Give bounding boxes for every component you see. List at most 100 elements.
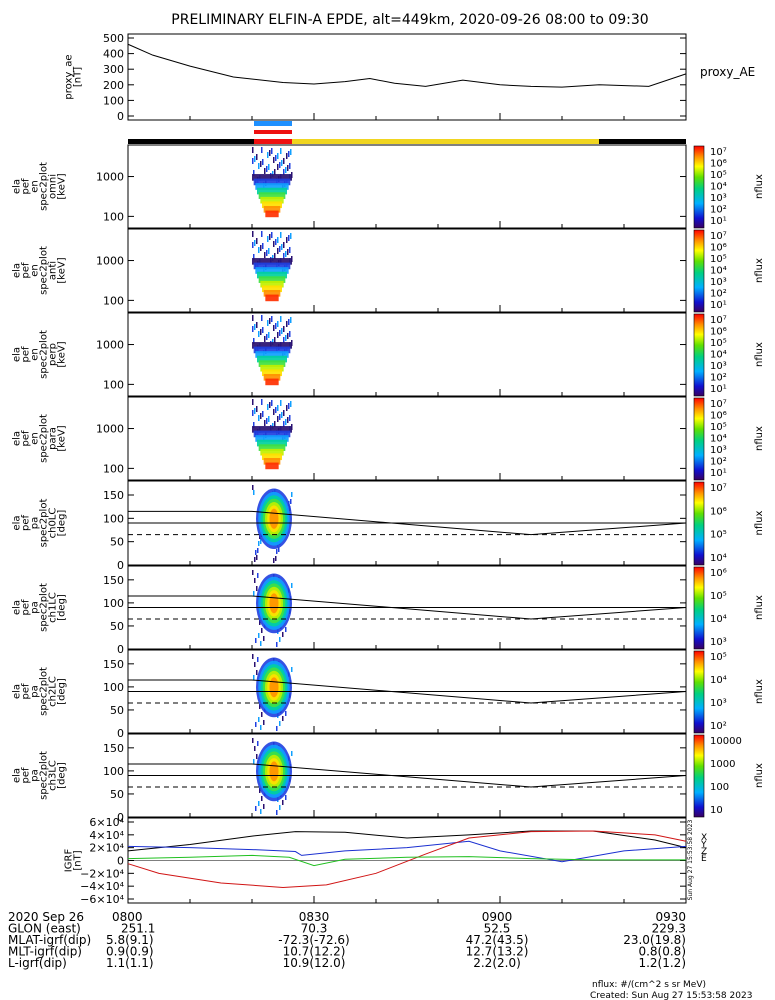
spectrogram-speck — [283, 421, 285, 427]
y-tick-label: 100 — [103, 378, 124, 391]
spectrogram-speck — [255, 806, 257, 811]
ylabel-line: pa — [30, 769, 41, 781]
spectrogram-speck — [276, 549, 278, 554]
spectrogram-band — [258, 192, 286, 199]
legend-Y: Y — [700, 840, 707, 850]
spectrogram-band — [262, 369, 282, 377]
xaxis-row-value: 0.9(0.9) — [106, 945, 154, 959]
spectrogram-speck — [256, 754, 258, 759]
spectrogram-speck — [282, 632, 284, 637]
spectrogram-speck — [252, 654, 254, 659]
y-tick-label: 0 — [117, 559, 124, 572]
y-tick-label: 50 — [110, 620, 124, 633]
ylabel-line: [nT] — [73, 850, 84, 870]
colorbar-tick: 10⁵ — [710, 170, 727, 181]
spectrogram-speck — [271, 400, 273, 406]
spectrogram-speck — [252, 231, 254, 237]
colorbar-tick: 10⁴ — [710, 350, 727, 361]
xaxis-row-value: 52.5 — [484, 922, 511, 936]
spectrogram-speck — [283, 158, 285, 164]
spectrogram-speck — [253, 490, 255, 495]
spectrogram-speck — [261, 315, 263, 321]
colorbar-tick: 10⁶ — [710, 159, 727, 170]
colorbar-label: nflux — [754, 510, 765, 535]
spectrogram-speck — [260, 329, 262, 335]
xaxis-row-value: 70.3 — [301, 922, 328, 936]
spectrogram-speck — [281, 412, 283, 418]
spectrogram-speck — [275, 155, 277, 161]
spectrogram-speck — [254, 324, 256, 330]
spectrogram-speck — [277, 153, 279, 159]
spectrogram-speck — [252, 570, 254, 575]
colorbar-tick: 10¹ — [710, 300, 727, 311]
spectrogram-speck — [271, 316, 273, 322]
y-tick-label: 0 — [117, 110, 124, 123]
spectrogram-speck — [256, 154, 258, 160]
ylabel-line: spec2plot — [39, 414, 50, 463]
spectrogram-band — [252, 426, 292, 433]
spectrogram-band — [257, 355, 287, 363]
spectrogram-speck — [264, 420, 266, 426]
ylabel-line: [keV] — [57, 425, 68, 451]
colorbar — [693, 734, 705, 818]
x-axis-rows: 2020 Sep 26 0800 0830 0900 0930 GLON (east) 25… — [8, 910, 686, 970]
spectrogram-speck — [280, 148, 282, 154]
spectrogram-speck — [255, 550, 257, 555]
spectrogram-band — [255, 435, 289, 442]
spectrogram-speck — [252, 738, 254, 743]
series-igrf-E — [127, 854, 686, 867]
colorbar-tick: 10⁶ — [710, 327, 727, 338]
ylabel-line: spec2plot — [39, 330, 50, 379]
spectrogram-speck — [254, 662, 256, 667]
xaxis-row-value: -72.3(-72.6) — [278, 933, 349, 947]
spectrogram-speck — [260, 413, 262, 419]
spectrogram-speck — [291, 492, 293, 497]
spectrogram-speck — [258, 633, 260, 638]
spectrogram-speck — [256, 670, 258, 675]
spectrogram-speck — [255, 638, 257, 643]
colorbar-tick: 10² — [710, 289, 727, 300]
spectrogram-speck — [252, 410, 254, 416]
spectrogram-core — [269, 593, 279, 614]
colorbar-label: nflux — [754, 595, 765, 620]
spectrogram-speck — [290, 499, 292, 504]
spectrogram-speck — [263, 720, 265, 725]
spectrogram-speck — [283, 253, 285, 259]
colorbar-tick: 10⁴ — [710, 553, 727, 564]
spectrogram-speck — [276, 810, 278, 815]
colorbar-tick: 10³ — [710, 361, 727, 372]
y-tick-label: 1000 — [96, 255, 124, 268]
spectrogram-speck — [254, 408, 256, 414]
y-tick-label: 200 — [103, 79, 124, 92]
colorbar-tick: 10² — [710, 205, 727, 216]
spectrogram-speck — [256, 322, 258, 328]
spectrogram-band — [257, 439, 287, 447]
spectrogram-speck — [285, 627, 287, 632]
y-tick-label: 1000 — [96, 171, 124, 184]
spectrogram-band — [260, 280, 284, 288]
spectrogram-speck — [262, 243, 264, 249]
spectrogram-band — [263, 290, 281, 297]
spectrogram-speck — [273, 157, 275, 163]
spectrogram-speck — [286, 153, 288, 159]
ylabel-line: pa — [30, 517, 41, 529]
spectrogram-speck — [289, 331, 291, 337]
xaxis-row-label: MLT-igrf(dip) — [8, 945, 82, 959]
spectrogram-speck — [281, 160, 283, 166]
spectrogram-speck — [254, 578, 256, 583]
spectrogram-band — [257, 271, 287, 279]
spectrogram-speck — [255, 722, 257, 727]
spectrogram-band — [260, 196, 284, 204]
spectrogram-speck — [276, 726, 278, 731]
spectrogram-band — [253, 178, 291, 186]
spectrogram-speck — [280, 232, 282, 238]
spectrogram-speck — [258, 163, 260, 169]
spectrogram-band — [255, 267, 289, 274]
xaxis-row-value: 5.8(9.1) — [106, 933, 154, 947]
colorbar-tick: 10⁶ — [710, 506, 727, 517]
spectrogram-blob — [252, 147, 293, 218]
xaxis-row-label: MLAT-igrf(dip) — [8, 933, 91, 947]
xaxis-row-value: 0830 — [299, 910, 330, 924]
spectrogram-speck — [277, 248, 279, 254]
